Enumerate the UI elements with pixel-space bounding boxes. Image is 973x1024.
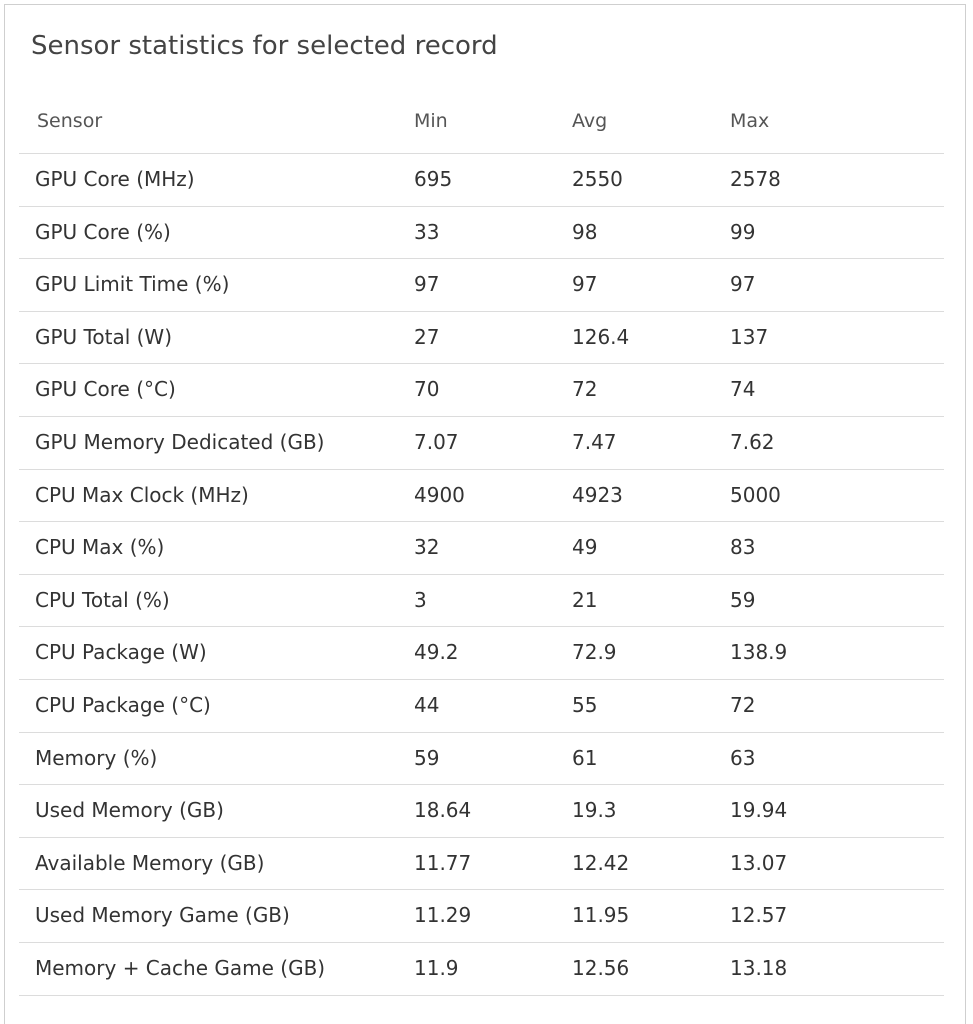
stat-value: 72: [730, 693, 756, 717]
stat-value: 138.9: [730, 640, 788, 665]
column-header: Sensor: [37, 110, 103, 132]
stat-value: 83: [730, 535, 756, 560]
stat-value: 72.9: [572, 640, 617, 665]
stat-value: 70: [414, 377, 440, 402]
sensor-name: CPU Package (°C): [35, 693, 211, 717]
stat-value: 99: [730, 219, 756, 244]
stat-value: 97: [572, 272, 598, 297]
stat-value: 4923: [572, 482, 623, 507]
column-header: Min: [414, 110, 448, 132]
row-divider: [19, 363, 944, 364]
stat-value: 18.64: [414, 798, 472, 823]
stat-value: 97: [414, 272, 440, 297]
row-divider: [19, 206, 944, 207]
stats-panel: Sensor statistics for selected record Se…: [4, 4, 966, 1024]
row-divider: [19, 311, 944, 312]
row-divider: [19, 416, 944, 417]
stat-value: 12.57: [730, 903, 788, 928]
stat-value: 19.3: [572, 798, 617, 823]
stat-value: 5000: [730, 482, 781, 507]
stat-value: 12.42: [572, 850, 630, 875]
stat-value: 3: [414, 587, 427, 612]
row-divider: [19, 942, 944, 943]
row-divider: [19, 784, 944, 785]
stat-value: 11.29: [414, 903, 472, 928]
stat-value: 61: [572, 745, 598, 770]
stat-value: 44: [414, 693, 440, 717]
sensor-name: CPU Total (%): [35, 587, 170, 612]
stat-value: 137: [730, 324, 769, 349]
stat-value: 32: [414, 535, 440, 560]
sensor-name: Memory (%): [35, 745, 158, 770]
row-divider: [19, 153, 944, 154]
stat-value: 13.18: [730, 956, 788, 980]
row-divider: [19, 679, 944, 680]
stat-value: 55: [572, 693, 598, 717]
stat-value: 59: [730, 587, 756, 612]
row-divider: [19, 521, 944, 522]
stat-value: 12.56: [572, 956, 630, 980]
stat-value: 11.9: [414, 956, 459, 980]
stat-value: 74: [730, 377, 756, 402]
stat-value: 4900: [414, 482, 465, 507]
sensor-name: GPU Memory Dedicated (GB): [35, 430, 325, 454]
stat-value: 49.2: [414, 640, 459, 665]
stat-value: 695: [414, 167, 453, 191]
column-header: Avg: [572, 110, 608, 132]
stat-value: 33: [414, 219, 440, 244]
panel-title: Sensor statistics for selected record: [31, 31, 498, 61]
stat-value: 49: [572, 535, 598, 560]
sensor-name: GPU Limit Time (%): [35, 272, 230, 297]
sensor-name: Memory + Cache Game (GB): [35, 956, 326, 980]
stat-value: 72: [572, 377, 598, 402]
row-divider: [19, 469, 944, 470]
stat-value: 2550: [572, 167, 623, 191]
stat-value: 21: [572, 587, 598, 612]
sensor-name: Used Memory Game (GB): [35, 903, 290, 928]
stat-value: 27: [414, 324, 440, 349]
sensor-name: CPU Package (W): [35, 640, 207, 665]
row-divider: [19, 626, 944, 627]
sensor-name: CPU Max Clock (MHz): [35, 482, 249, 507]
stat-value: 11.77: [414, 850, 472, 875]
row-divider: [19, 889, 944, 890]
stat-value: 59: [414, 745, 440, 770]
sensor-name: Available Memory (GB): [35, 850, 265, 875]
stat-value: 126.4: [572, 324, 630, 349]
stat-value: 7.47: [572, 430, 617, 454]
stat-value: 98: [572, 219, 598, 244]
stat-value: 7.07: [414, 430, 459, 454]
row-divider: [19, 574, 944, 575]
stat-value: 19.94: [730, 798, 788, 823]
row-divider: [19, 732, 944, 733]
sensor-name: GPU Core (%): [35, 219, 171, 244]
sensor-name: GPU Core (MHz): [35, 167, 195, 191]
sensor-name: GPU Core (°C): [35, 377, 176, 402]
stat-value: 11.95: [572, 903, 630, 928]
row-divider: [19, 837, 944, 838]
row-divider: [19, 995, 944, 996]
stat-value: 2578: [730, 167, 781, 191]
sensor-name: CPU Max (%): [35, 535, 165, 560]
stat-value: 63: [730, 745, 756, 770]
sensor-name: GPU Total (W): [35, 324, 173, 349]
stat-value: 13.07: [730, 850, 788, 875]
stat-value: 7.62: [730, 430, 775, 454]
stat-value: 97: [730, 272, 756, 297]
column-header: Max: [730, 110, 770, 132]
row-divider: [19, 258, 944, 259]
sensor-name: Used Memory (GB): [35, 798, 224, 823]
